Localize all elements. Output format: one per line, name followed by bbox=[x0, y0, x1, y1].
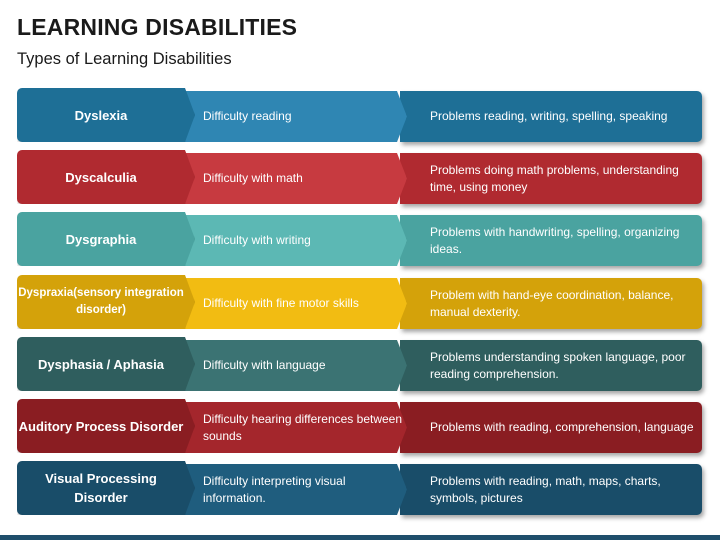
label-text: Dysphasia / Aphasia bbox=[38, 356, 164, 372]
row-dyspraxia: Problem with hand-eye coordination, bala… bbox=[0, 275, 720, 331]
page-subtitle: Types of Learning Disabilities bbox=[17, 50, 232, 68]
row-dyscalculia: Problems doing math problems, understand… bbox=[0, 150, 720, 206]
row-label: Auditory Process Disorder bbox=[17, 399, 195, 453]
row-label: Dyscalculia bbox=[17, 150, 195, 204]
detail-text: Problems doing math problems, understand… bbox=[430, 162, 679, 194]
row-label: Dyslexia bbox=[17, 88, 195, 142]
label-text: Dyslexia bbox=[74, 107, 128, 123]
row-dyslexia: Problems reading, writing, spelling, spe… bbox=[0, 88, 720, 144]
detail-text: Problems reading, writing, spelling, spe… bbox=[430, 109, 668, 123]
row-label: Dysgraphia bbox=[17, 212, 195, 266]
short-text: Difficulty with language bbox=[203, 358, 326, 372]
row-detail: Problems doing math problems, understand… bbox=[400, 153, 702, 204]
row-short: Difficulty interpreting visual informati… bbox=[185, 464, 407, 515]
detail-text: Problems with reading, comprehension, la… bbox=[430, 420, 694, 434]
row-detail: Problems with reading, comprehension, la… bbox=[400, 402, 702, 453]
row-detail: Problems with reading, math, maps, chart… bbox=[400, 464, 702, 515]
detail-text: Problems understanding spoken language, … bbox=[430, 349, 686, 381]
row-auditory: Problems with reading, comprehension, la… bbox=[0, 399, 720, 455]
footer-bar bbox=[0, 535, 720, 540]
row-short: Difficulty with language bbox=[185, 340, 407, 391]
row-detail: Problems reading, writing, spelling, spe… bbox=[400, 91, 702, 142]
row-short: Difficulty with writing bbox=[185, 215, 407, 266]
short-text: Difficulty with math bbox=[203, 171, 303, 185]
row-label: Dysphasia / Aphasia bbox=[17, 337, 195, 391]
row-detail: Problem with hand-eye coordination, bala… bbox=[400, 278, 702, 329]
label-text: Dyspraxia(sensory integration disorder) bbox=[18, 287, 184, 316]
page-title: LEARNING DISABILITIES bbox=[17, 14, 298, 40]
detail-text: Problem with hand-eye coordination, bala… bbox=[430, 287, 674, 319]
detail-text: Problems with reading, math, maps, chart… bbox=[430, 473, 661, 505]
row-short: Difficulty with math bbox=[185, 153, 407, 204]
short-text: Difficulty with fine motor skills bbox=[203, 296, 359, 310]
label-text: Dysgraphia bbox=[65, 231, 137, 247]
label-text: Auditory Process Disorder bbox=[18, 418, 184, 434]
row-detail: Problems understanding spoken language, … bbox=[400, 340, 702, 391]
short-text: Difficulty interpreting visual informati… bbox=[203, 473, 346, 505]
row-label: Visual Processing Disorder bbox=[17, 461, 195, 515]
row-dysphasia: Problems understanding spoken language, … bbox=[0, 337, 720, 393]
detail-text: Problems with handwriting, spelling, org… bbox=[430, 224, 680, 256]
row-short: Difficulty reading bbox=[185, 91, 407, 142]
row-detail: Problems with handwriting, spelling, org… bbox=[400, 215, 702, 266]
short-text: Difficulty hearing differences between s… bbox=[203, 411, 403, 443]
row-dysgraphia: Problems with handwriting, spelling, org… bbox=[0, 212, 720, 268]
short-text: Difficulty with writing bbox=[203, 233, 311, 247]
row-short: Difficulty hearing differences between s… bbox=[185, 402, 407, 453]
label-text: Visual Processing Disorder bbox=[45, 471, 157, 505]
row-short: Difficulty with fine motor skills bbox=[185, 278, 407, 329]
short-text: Difficulty reading bbox=[203, 109, 292, 123]
row-visual: Problems with reading, math, maps, chart… bbox=[0, 461, 720, 517]
label-text: Dyscalculia bbox=[65, 169, 137, 185]
row-label: Dyspraxia(sensory integration disorder) bbox=[17, 275, 195, 329]
